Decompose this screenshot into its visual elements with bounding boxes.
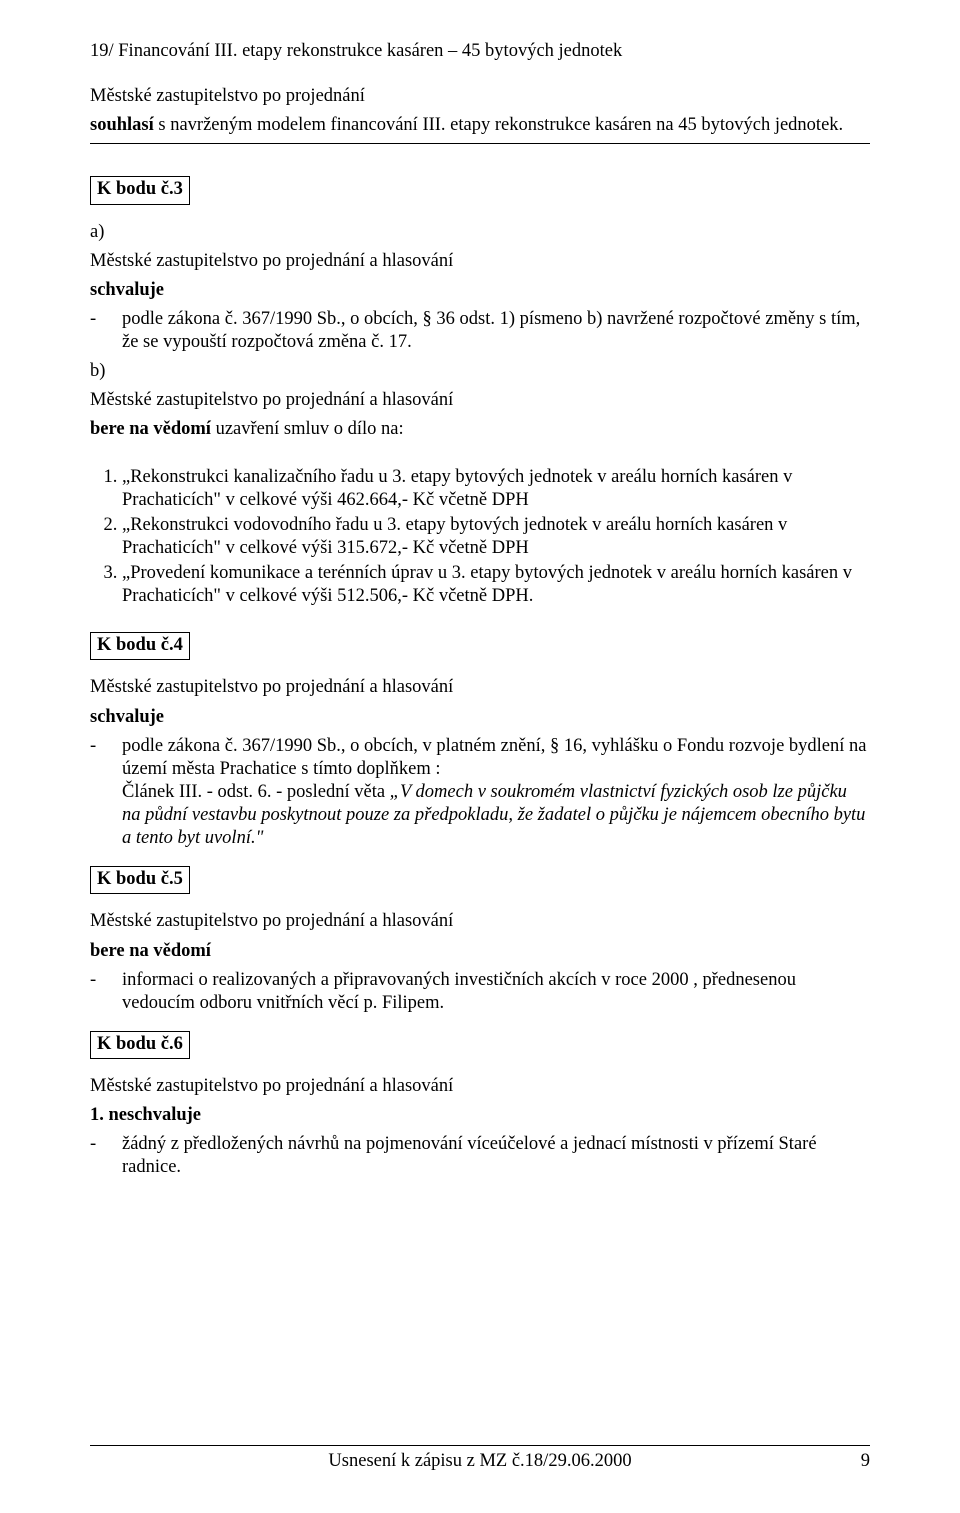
sec19-line2: souhlasí s navrženým modelem financování… (90, 114, 870, 137)
bod4-action: schvaluje (90, 706, 870, 729)
sec19-line1: Městské zastupitelstvo po projednání (90, 85, 870, 108)
footer-page-number: 9 (861, 1450, 870, 1473)
bod3-numbered-list: „Rekonstrukci kanalizačního řadu u 3. et… (90, 466, 870, 609)
bod5-dash-list: informaci o realizovaných a připravovaný… (90, 969, 870, 1015)
bod5-action: bere na vědomí (90, 940, 870, 963)
footer-inner: Usnesení k zápisu z MZ č.18/29.06.2000 9 (90, 1450, 870, 1473)
bod4-heading: K bodu č.4 (90, 632, 190, 660)
page-container: 19/ Financování III. etapy rekonstrukce … (0, 0, 960, 1513)
bod6-dash-item: žádný z předložených návrhů na pojmenová… (90, 1133, 870, 1179)
bod6-intro: Městské zastupitelstvo po projednání a h… (90, 1075, 870, 1098)
list-item: „Provedení komunikace a terénních úprav … (122, 562, 870, 608)
bod3-b-action: bere na vědomí uzavření smluv o dílo na: (90, 418, 870, 441)
sec19-title: 19/ Financování III. etapy rekonstrukce … (90, 40, 870, 63)
bod4-intro: Městské zastupitelstvo po projednání a h… (90, 676, 870, 699)
bod4-dash-pre: podle zákona č. 367/1990 Sb., o obcích, … (122, 736, 866, 779)
bod4-clanek-plain: Článek III. - odst. 6. - poslední věta (122, 782, 390, 802)
bod5-dash-item: informaci o realizovaných a připravovaný… (90, 969, 870, 1015)
bod6-heading: K bodu č.6 (90, 1031, 190, 1059)
bod4-dash-item: podle zákona č. 367/1990 Sb., o obcích, … (90, 735, 870, 851)
bod3-heading: K bodu č.3 (90, 176, 190, 204)
sec19-line2-rest: s navrženým modelem financování III. eta… (154, 115, 843, 135)
bod3-a-label: a) (90, 221, 870, 244)
bod5-heading: K bodu č.5 (90, 866, 190, 894)
bod3-b-label: b) (90, 360, 870, 383)
page-footer: Usnesení k zápisu z MZ č.18/29.06.2000 9 (90, 1445, 870, 1473)
bod6-dash-list: žádný z předložených návrhů na pojmenová… (90, 1133, 870, 1179)
bod4-dash-list: podle zákona č. 367/1990 Sb., o obcích, … (90, 735, 870, 851)
bod3-a-action: schvaluje (90, 279, 870, 302)
sec19-line2-bold: souhlasí (90, 115, 154, 135)
bod3-a-intro: Městské zastupitelstvo po projednání a h… (90, 250, 870, 273)
bod3-a-dash-item: podle zákona č. 367/1990 Sb., o obcích, … (90, 308, 870, 354)
bod6-line-num: 1. neschvaluje (90, 1104, 870, 1127)
list-item: „Rekonstrukci vodovodního řadu u 3. etap… (122, 514, 870, 560)
bod5-intro: Městské zastupitelstvo po projednání a h… (90, 910, 870, 933)
bod3-a-dash-list: podle zákona č. 367/1990 Sb., o obcích, … (90, 308, 870, 354)
bod3-b-action-rest: uzavření smluv o dílo na: (211, 419, 404, 439)
bod6-line-num-bold: 1. neschvaluje (90, 1105, 201, 1125)
bod3-b-intro: Městské zastupitelstvo po projednání a h… (90, 389, 870, 412)
bod3-b-action-bold: bere na vědomí (90, 419, 211, 439)
footer-center: Usnesení k zápisu z MZ č.18/29.06.2000 (328, 1450, 631, 1473)
rule-after-sec19 (90, 143, 870, 144)
list-item: „Rekonstrukci kanalizačního řadu u 3. et… (122, 466, 870, 512)
